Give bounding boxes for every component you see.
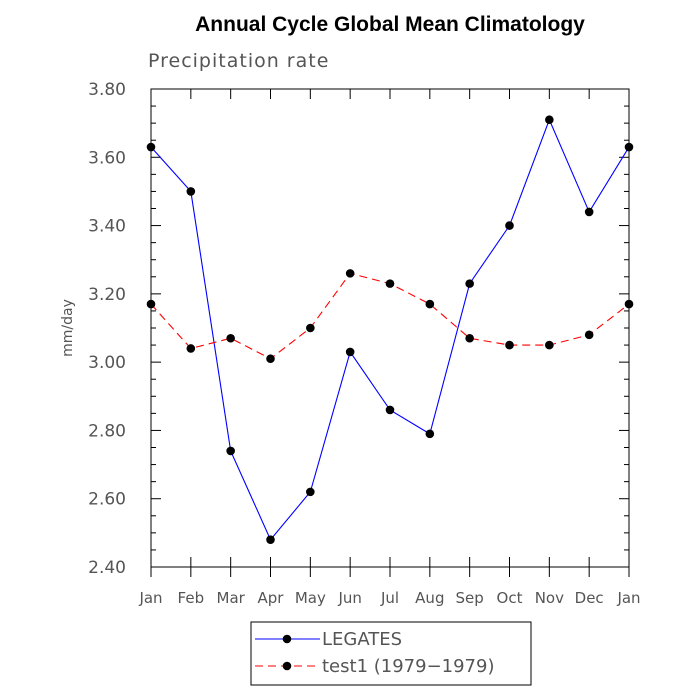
- x-tick-label: Sep: [456, 589, 484, 607]
- x-tick-label: Oct: [497, 589, 523, 607]
- y-axis-label: mm/day: [60, 299, 76, 357]
- x-tick-label: Aug: [415, 589, 444, 607]
- data-point: [385, 405, 395, 415]
- y-tick-label: 2.40: [88, 558, 126, 578]
- chart-subtitle: Precipitation rate: [148, 50, 329, 72]
- data-point: [385, 279, 395, 288]
- data-point: [266, 354, 275, 364]
- x-tick-label: Apr: [258, 589, 285, 607]
- data-point: [465, 333, 474, 343]
- data-point: [624, 142, 634, 152]
- legend-box: [250, 621, 532, 686]
- y-tick-label: 3.00: [88, 353, 126, 373]
- data-point: [505, 340, 514, 350]
- x-tick-label: Jun: [337, 589, 361, 607]
- legend-marker: [282, 634, 292, 644]
- data-point: [186, 344, 196, 353]
- plot-frame: [150, 88, 630, 568]
- data-point: [266, 535, 275, 544]
- legend-label: test1 (1979−1979): [322, 656, 495, 677]
- data-point: [345, 347, 355, 357]
- data-point: [465, 279, 474, 288]
- data-point: [226, 333, 235, 343]
- data-point: [226, 446, 235, 456]
- y-tick-label: 3.20: [88, 285, 126, 305]
- data-point: [545, 115, 554, 125]
- data-point: [505, 221, 514, 230]
- x-tick-label: Dec: [575, 589, 604, 607]
- legend-label: LEGATES: [322, 629, 402, 650]
- data-point: [345, 269, 355, 278]
- x-tick-labels: Jan Feb Mar Apr May Jun Jul Aug Sep Oct Nov Dec Jan: [138, 589, 640, 607]
- x-tick-label: Nov: [535, 589, 564, 607]
- data-point: [306, 323, 315, 333]
- data-point: [584, 207, 594, 217]
- y-tick-label: 3.80: [88, 80, 126, 100]
- data-point: [306, 487, 315, 497]
- data-point: [545, 340, 554, 350]
- chart-title: Annual Cycle Global Mean Climatology: [195, 13, 585, 36]
- x-tick-label: May: [295, 589, 326, 607]
- series-layer: [146, 115, 634, 544]
- data-point: [186, 187, 196, 196]
- data-point: [146, 299, 156, 309]
- x-tick-label: Jul: [380, 589, 399, 607]
- y-tick-label: 3.60: [88, 148, 126, 168]
- data-point: [624, 299, 634, 309]
- x-tick-label: Feb: [178, 589, 205, 607]
- series-line: [150, 118, 630, 541]
- y-tick-label: 3.40: [88, 217, 126, 237]
- data-point: [425, 429, 435, 439]
- x-tick-label: Jan: [138, 589, 162, 607]
- y-tick-label: 2.60: [88, 490, 126, 510]
- data-point: [584, 330, 594, 340]
- legend: LEGATES test1 (1979−1979): [250, 621, 532, 686]
- x-tick-label: Jan: [616, 589, 640, 607]
- y-tick-labels: 2.40 2.60 2.80 3.00 3.20 3.40 3.60 3.80: [88, 80, 126, 578]
- data-point: [146, 142, 156, 152]
- y-tick-label: 2.80: [88, 421, 126, 441]
- x-tick-label: Mar: [217, 589, 246, 607]
- axis-ticks: [150, 88, 630, 577]
- data-point: [425, 299, 435, 309]
- legend-marker: [282, 661, 292, 671]
